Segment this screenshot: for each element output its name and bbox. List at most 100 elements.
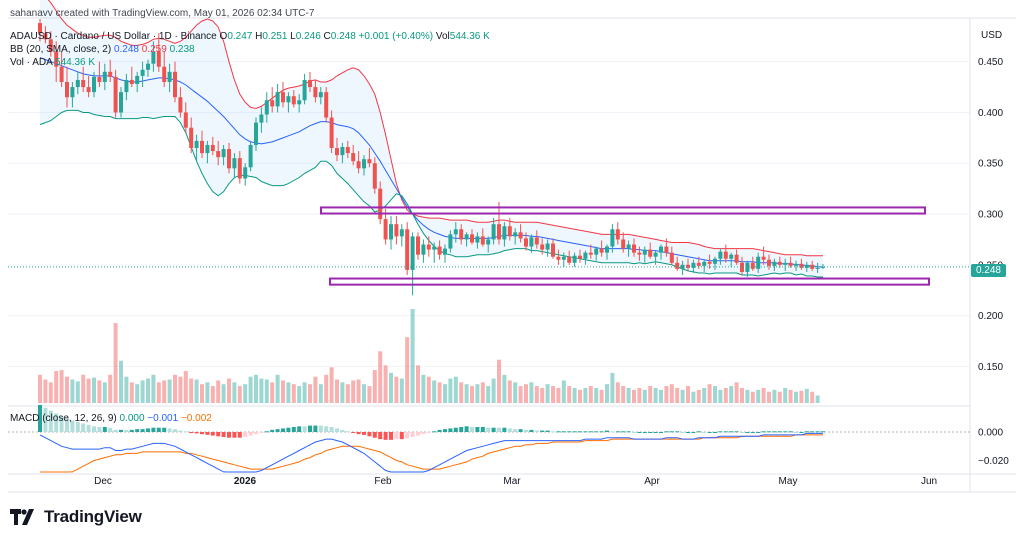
candle-body bbox=[297, 100, 302, 105]
volume-bar bbox=[86, 378, 91, 403]
credit-line: sahanavv created with TradingView.com, M… bbox=[10, 8, 315, 19]
volume-bar bbox=[129, 382, 134, 403]
volume-bar bbox=[108, 374, 113, 403]
candle-body bbox=[86, 87, 91, 93]
symbol-title: ADAUSD · Cardano / US Dollar · 1D · Bina… bbox=[10, 31, 217, 42]
candle-body bbox=[659, 246, 663, 253]
macd-histogram-bar bbox=[432, 431, 437, 433]
macd-histogram-bar bbox=[605, 430, 609, 432]
volume-bar bbox=[588, 386, 593, 403]
candle-body bbox=[92, 76, 96, 93]
candle-body bbox=[578, 255, 582, 259]
candle-body bbox=[259, 114, 264, 123]
macd-histogram-bar bbox=[140, 429, 145, 432]
volume-bar bbox=[583, 387, 588, 403]
volume-bar bbox=[113, 323, 118, 403]
macd-histogram-bar bbox=[799, 432, 804, 433]
candle-body bbox=[529, 237, 534, 247]
macd-histogram-bar bbox=[626, 431, 631, 433]
macd-histogram-bar bbox=[594, 431, 599, 433]
candle-body bbox=[426, 244, 431, 250]
bb-lower-line bbox=[39, 109, 823, 278]
resistance-zone bbox=[320, 206, 926, 215]
macd-histogram-bar bbox=[146, 428, 150, 432]
volume-bar bbox=[140, 380, 145, 403]
candle-body bbox=[124, 79, 129, 93]
macd-histogram-bar bbox=[254, 432, 258, 435]
macd-histogram-bar bbox=[691, 432, 696, 433]
volume-bar bbox=[653, 387, 658, 403]
candle-body bbox=[572, 255, 577, 263]
volume-bar bbox=[362, 384, 366, 403]
macd-legend[interactable]: MACD (close, 12, 26, 9) 0.000 −0.001 −0.… bbox=[10, 413, 212, 425]
bb-legend[interactable]: BB (20, SMA, close, 2) 0.248 0.259 0.238 bbox=[10, 44, 195, 56]
macd-histogram-bar bbox=[745, 432, 750, 433]
candle-body bbox=[416, 236, 420, 255]
macd-histogram-bar bbox=[707, 432, 712, 433]
macd-histogram-bar bbox=[459, 427, 464, 432]
volume-bar bbox=[389, 372, 393, 403]
candle-body bbox=[680, 264, 685, 269]
candle-body bbox=[605, 246, 609, 253]
volume-bar bbox=[38, 374, 42, 403]
volume-value: 544.36 K bbox=[449, 31, 490, 42]
macd-histogram-bar bbox=[113, 429, 118, 432]
candle-body bbox=[777, 261, 782, 265]
volume-bar bbox=[594, 387, 599, 403]
macd-histogram-bar bbox=[470, 427, 474, 432]
volume-bar bbox=[723, 387, 728, 403]
candle-body bbox=[205, 144, 210, 154]
candle-body bbox=[524, 238, 528, 247]
volume-bar bbox=[345, 384, 350, 403]
macd-histogram-bar bbox=[540, 430, 545, 432]
volume-bar bbox=[416, 365, 420, 403]
volume-bar bbox=[610, 372, 615, 403]
candle-body bbox=[399, 229, 404, 237]
volume-bar bbox=[308, 384, 312, 403]
candle-body bbox=[410, 236, 415, 270]
symbol-legend[interactable]: ADAUSD · Cardano / US Dollar · 1D · Bina… bbox=[10, 31, 490, 43]
x-tick-label: Feb bbox=[374, 476, 392, 487]
change-value: +0.001 (+0.40%) bbox=[358, 31, 434, 42]
macd-histogram-bar bbox=[788, 431, 793, 433]
candle-body bbox=[723, 251, 728, 259]
volume-bar bbox=[437, 382, 442, 403]
volume-bar bbox=[729, 386, 734, 403]
brand-name: TradingView bbox=[44, 507, 142, 526]
macd-histogram-bar bbox=[243, 432, 248, 437]
macd-histogram-bar bbox=[356, 432, 361, 435]
volume-bar bbox=[804, 388, 809, 403]
candle-body bbox=[734, 254, 739, 263]
tradingview-logo[interactable]: TradingView bbox=[10, 507, 142, 527]
volume-bar bbox=[48, 382, 53, 403]
macd-histogram-bar bbox=[486, 427, 491, 432]
macd-histogram-bar bbox=[59, 416, 64, 432]
macd-histogram-bar bbox=[313, 425, 318, 432]
macd-histogram-bar bbox=[497, 427, 501, 432]
candle-body bbox=[345, 146, 350, 154]
volume-bar bbox=[691, 391, 696, 403]
macd-histogram-bar bbox=[162, 427, 167, 432]
candle-body bbox=[291, 96, 296, 105]
volume-bar bbox=[480, 382, 485, 403]
candle-body bbox=[324, 92, 329, 118]
high-value: 0.251 bbox=[262, 31, 288, 42]
candle-body bbox=[75, 79, 80, 88]
candle-body bbox=[281, 92, 285, 103]
macd-histogram-bar bbox=[54, 413, 59, 432]
macd-histogram-bar bbox=[545, 430, 550, 432]
candle-body bbox=[632, 244, 636, 253]
candle-body bbox=[329, 117, 334, 149]
volume-bar bbox=[297, 386, 302, 403]
volume-bar bbox=[567, 386, 572, 403]
volume-bar bbox=[324, 374, 329, 403]
volume-legend[interactable]: Vol · ADA 544.36 K bbox=[10, 57, 95, 69]
candle-body bbox=[59, 66, 64, 82]
macd-histogram-bar bbox=[189, 432, 194, 433]
volume-bar bbox=[497, 359, 501, 403]
volume-bar bbox=[146, 378, 150, 403]
candle-body bbox=[113, 76, 118, 113]
candle-body bbox=[313, 87, 318, 98]
volume-bar bbox=[210, 386, 215, 403]
